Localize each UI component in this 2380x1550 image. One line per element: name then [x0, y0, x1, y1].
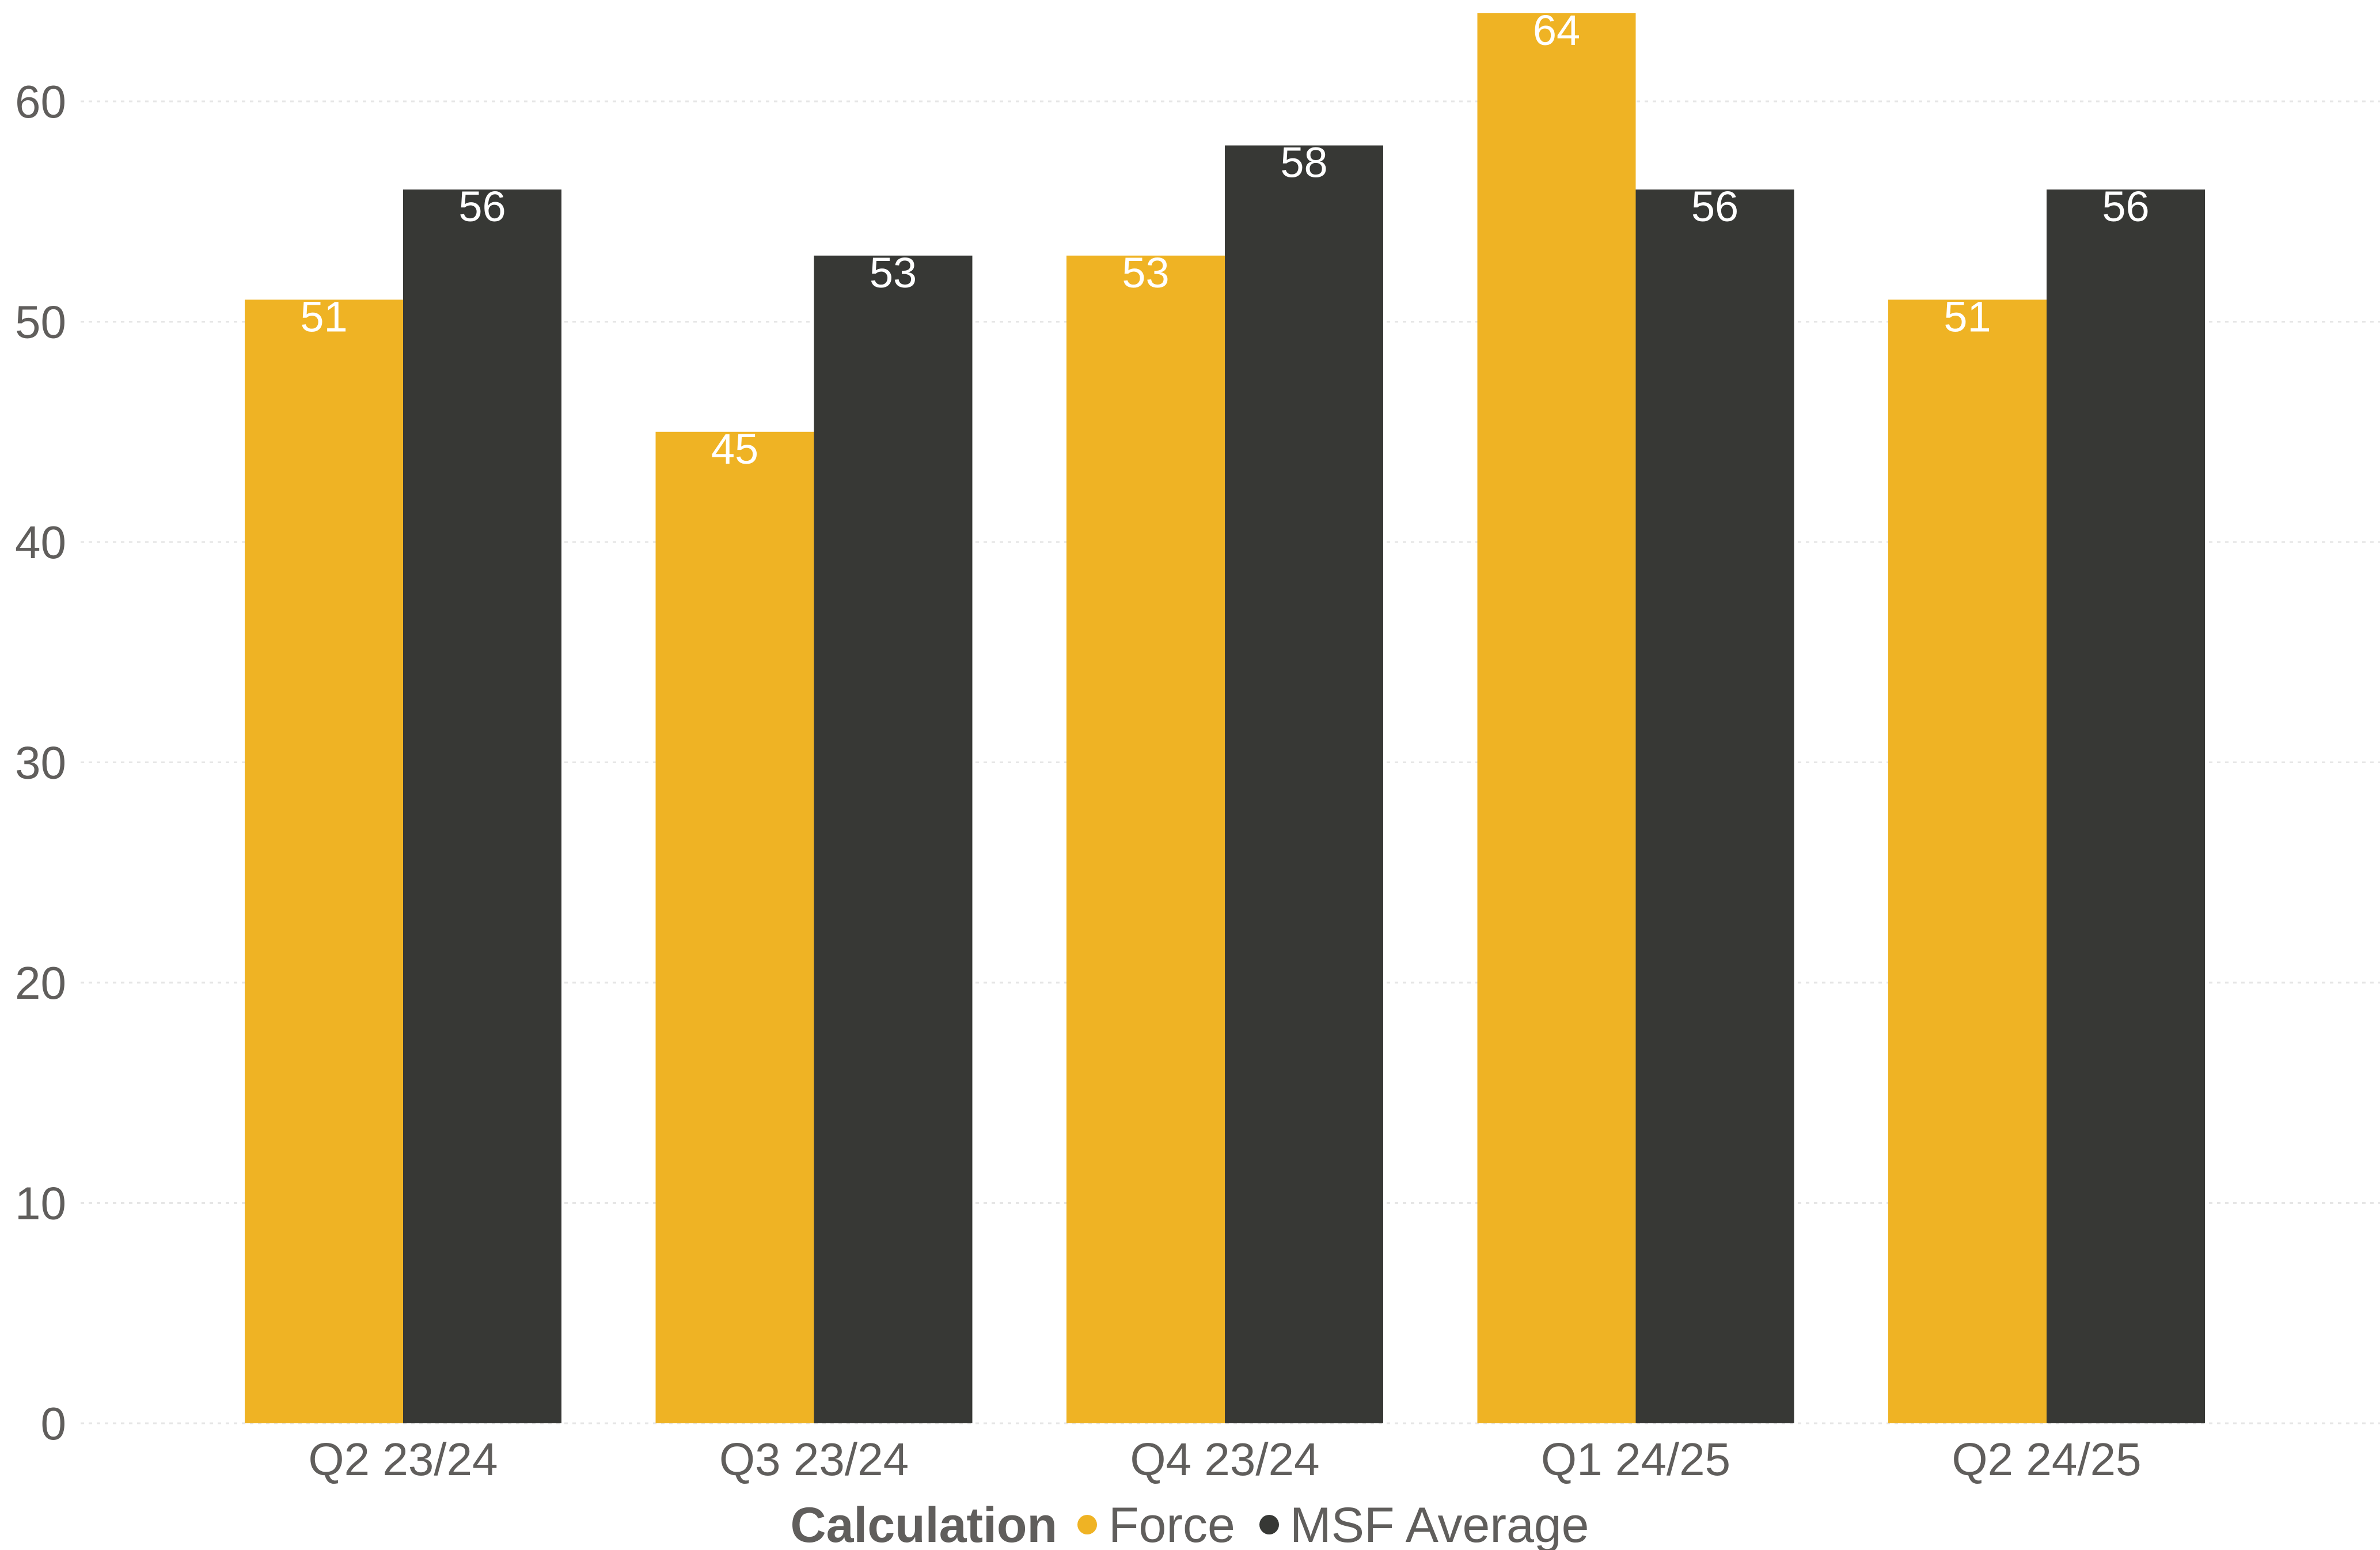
x-category-label: Q1 24/25 [1541, 1434, 1730, 1485]
y-tick-label: 20 [15, 957, 66, 1009]
x-category-label: Q4 23/24 [1130, 1434, 1319, 1485]
data-label: 53 [1122, 249, 1169, 297]
legend-marker-icon [1077, 1515, 1097, 1534]
data-label: 51 [1944, 293, 1991, 340]
bar-msf-average[interactable] [2047, 190, 2205, 1423]
bar-msf-average[interactable] [814, 255, 973, 1423]
data-label: 45 [711, 425, 758, 473]
x-axis-category-labels: Q2 23/24 Q3 23/24 Q4 23/24 Q1 24/25 Q2 24/25 [308, 1434, 2141, 1485]
bar-force[interactable] [1066, 255, 1225, 1423]
x-category-label: Q2 24/25 [1952, 1434, 2141, 1485]
bar-msf-average[interactable] [1225, 145, 1383, 1424]
y-tick-label: 40 [15, 517, 66, 568]
y-tick-label: 50 [15, 297, 66, 348]
bar-msf-average[interactable] [1635, 190, 1794, 1423]
y-axis-tick-labels: 0 10 20 30 40 50 60 [15, 76, 66, 1449]
data-label: 53 [870, 249, 917, 297]
data-label: 56 [2102, 183, 2149, 230]
legend-item-label[interactable]: Force [1109, 1498, 1235, 1550]
y-tick-label: 0 [41, 1398, 67, 1449]
x-category-label: Q2 23/24 [308, 1434, 498, 1485]
data-label: 56 [1691, 183, 1738, 230]
bar-force[interactable] [655, 431, 814, 1423]
y-tick-label: 30 [15, 737, 66, 789]
data-labels: 51 56 45 53 53 58 64 56 51 56 [300, 6, 2149, 473]
bar-msf-average[interactable] [403, 190, 561, 1423]
bar-force[interactable] [245, 300, 403, 1423]
legend: Calculation Force MSF Average [790, 1498, 1589, 1550]
data-label: 51 [300, 293, 347, 340]
x-category-label: Q3 23/24 [719, 1434, 909, 1485]
y-tick-label: 10 [15, 1178, 66, 1229]
legend-marker-icon [1259, 1515, 1279, 1534]
bars [245, 13, 2205, 1423]
legend-item-label[interactable]: MSF Average [1290, 1498, 1589, 1550]
bar-force[interactable] [1477, 13, 1636, 1423]
data-label: 64 [1533, 6, 1580, 54]
legend-title: Calculation [790, 1498, 1057, 1550]
data-label: 58 [1280, 139, 1327, 187]
data-label: 56 [458, 183, 506, 230]
bar-force[interactable] [1888, 300, 2047, 1423]
y-tick-label: 60 [15, 76, 66, 127]
